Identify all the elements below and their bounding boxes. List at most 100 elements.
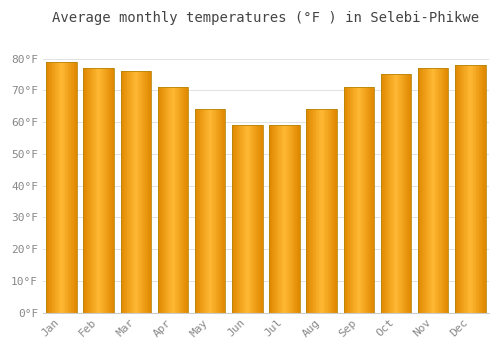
- Bar: [442, 68, 443, 313]
- Bar: [418, 68, 420, 313]
- Bar: [389, 75, 390, 313]
- Bar: [234, 125, 235, 313]
- Bar: [423, 68, 424, 313]
- Bar: [472, 65, 474, 313]
- Bar: [244, 125, 245, 313]
- Bar: [293, 125, 294, 313]
- Bar: [205, 110, 206, 313]
- Bar: [307, 110, 308, 313]
- Bar: [89, 68, 90, 313]
- Bar: [196, 110, 197, 313]
- Bar: [381, 75, 382, 313]
- Bar: [420, 68, 421, 313]
- Bar: [256, 125, 258, 313]
- Bar: [161, 87, 162, 313]
- Bar: [418, 68, 448, 313]
- Bar: [461, 65, 462, 313]
- Bar: [94, 68, 95, 313]
- Bar: [371, 87, 372, 313]
- Bar: [101, 68, 102, 313]
- Bar: [278, 125, 279, 313]
- Bar: [428, 68, 430, 313]
- Bar: [120, 71, 122, 313]
- Bar: [354, 87, 355, 313]
- Bar: [60, 62, 61, 313]
- Bar: [66, 62, 67, 313]
- Bar: [232, 125, 262, 313]
- Bar: [421, 68, 422, 313]
- Bar: [84, 68, 114, 313]
- Bar: [221, 110, 222, 313]
- Bar: [336, 110, 337, 313]
- Bar: [236, 125, 238, 313]
- Bar: [292, 125, 293, 313]
- Bar: [120, 71, 151, 313]
- Bar: [58, 62, 59, 313]
- Bar: [132, 71, 133, 313]
- Bar: [98, 68, 100, 313]
- Bar: [395, 75, 396, 313]
- Bar: [277, 125, 278, 313]
- Bar: [396, 75, 397, 313]
- Bar: [140, 71, 141, 313]
- Bar: [350, 87, 351, 313]
- Bar: [406, 75, 408, 313]
- Bar: [295, 125, 296, 313]
- Bar: [424, 68, 425, 313]
- Bar: [430, 68, 431, 313]
- Bar: [180, 87, 182, 313]
- Bar: [409, 75, 410, 313]
- Bar: [355, 87, 356, 313]
- Bar: [464, 65, 465, 313]
- Bar: [113, 68, 114, 313]
- Bar: [310, 110, 311, 313]
- Bar: [465, 65, 466, 313]
- Bar: [104, 68, 105, 313]
- Bar: [478, 65, 480, 313]
- Bar: [100, 68, 101, 313]
- Bar: [130, 71, 132, 313]
- Bar: [108, 68, 110, 313]
- Bar: [200, 110, 201, 313]
- Bar: [142, 71, 144, 313]
- Bar: [197, 110, 198, 313]
- Bar: [444, 68, 446, 313]
- Bar: [158, 87, 188, 313]
- Bar: [447, 68, 448, 313]
- Bar: [393, 75, 394, 313]
- Bar: [349, 87, 350, 313]
- Bar: [220, 110, 221, 313]
- Bar: [323, 110, 324, 313]
- Bar: [346, 87, 348, 313]
- Bar: [198, 110, 199, 313]
- Bar: [224, 110, 226, 313]
- Bar: [163, 87, 164, 313]
- Bar: [233, 125, 234, 313]
- Bar: [315, 110, 316, 313]
- Bar: [359, 87, 360, 313]
- Bar: [402, 75, 403, 313]
- Bar: [144, 71, 145, 313]
- Bar: [258, 125, 259, 313]
- Bar: [288, 125, 289, 313]
- Bar: [289, 125, 290, 313]
- Bar: [474, 65, 475, 313]
- Bar: [403, 75, 404, 313]
- Bar: [70, 62, 72, 313]
- Bar: [330, 110, 331, 313]
- Bar: [232, 125, 233, 313]
- Bar: [344, 87, 374, 313]
- Bar: [286, 125, 287, 313]
- Bar: [102, 68, 104, 313]
- Bar: [250, 125, 251, 313]
- Bar: [105, 68, 106, 313]
- Bar: [390, 75, 392, 313]
- Bar: [426, 68, 427, 313]
- Bar: [255, 125, 256, 313]
- Bar: [240, 125, 242, 313]
- Bar: [95, 68, 96, 313]
- Bar: [202, 110, 203, 313]
- Bar: [107, 68, 108, 313]
- Bar: [50, 62, 51, 313]
- Bar: [400, 75, 402, 313]
